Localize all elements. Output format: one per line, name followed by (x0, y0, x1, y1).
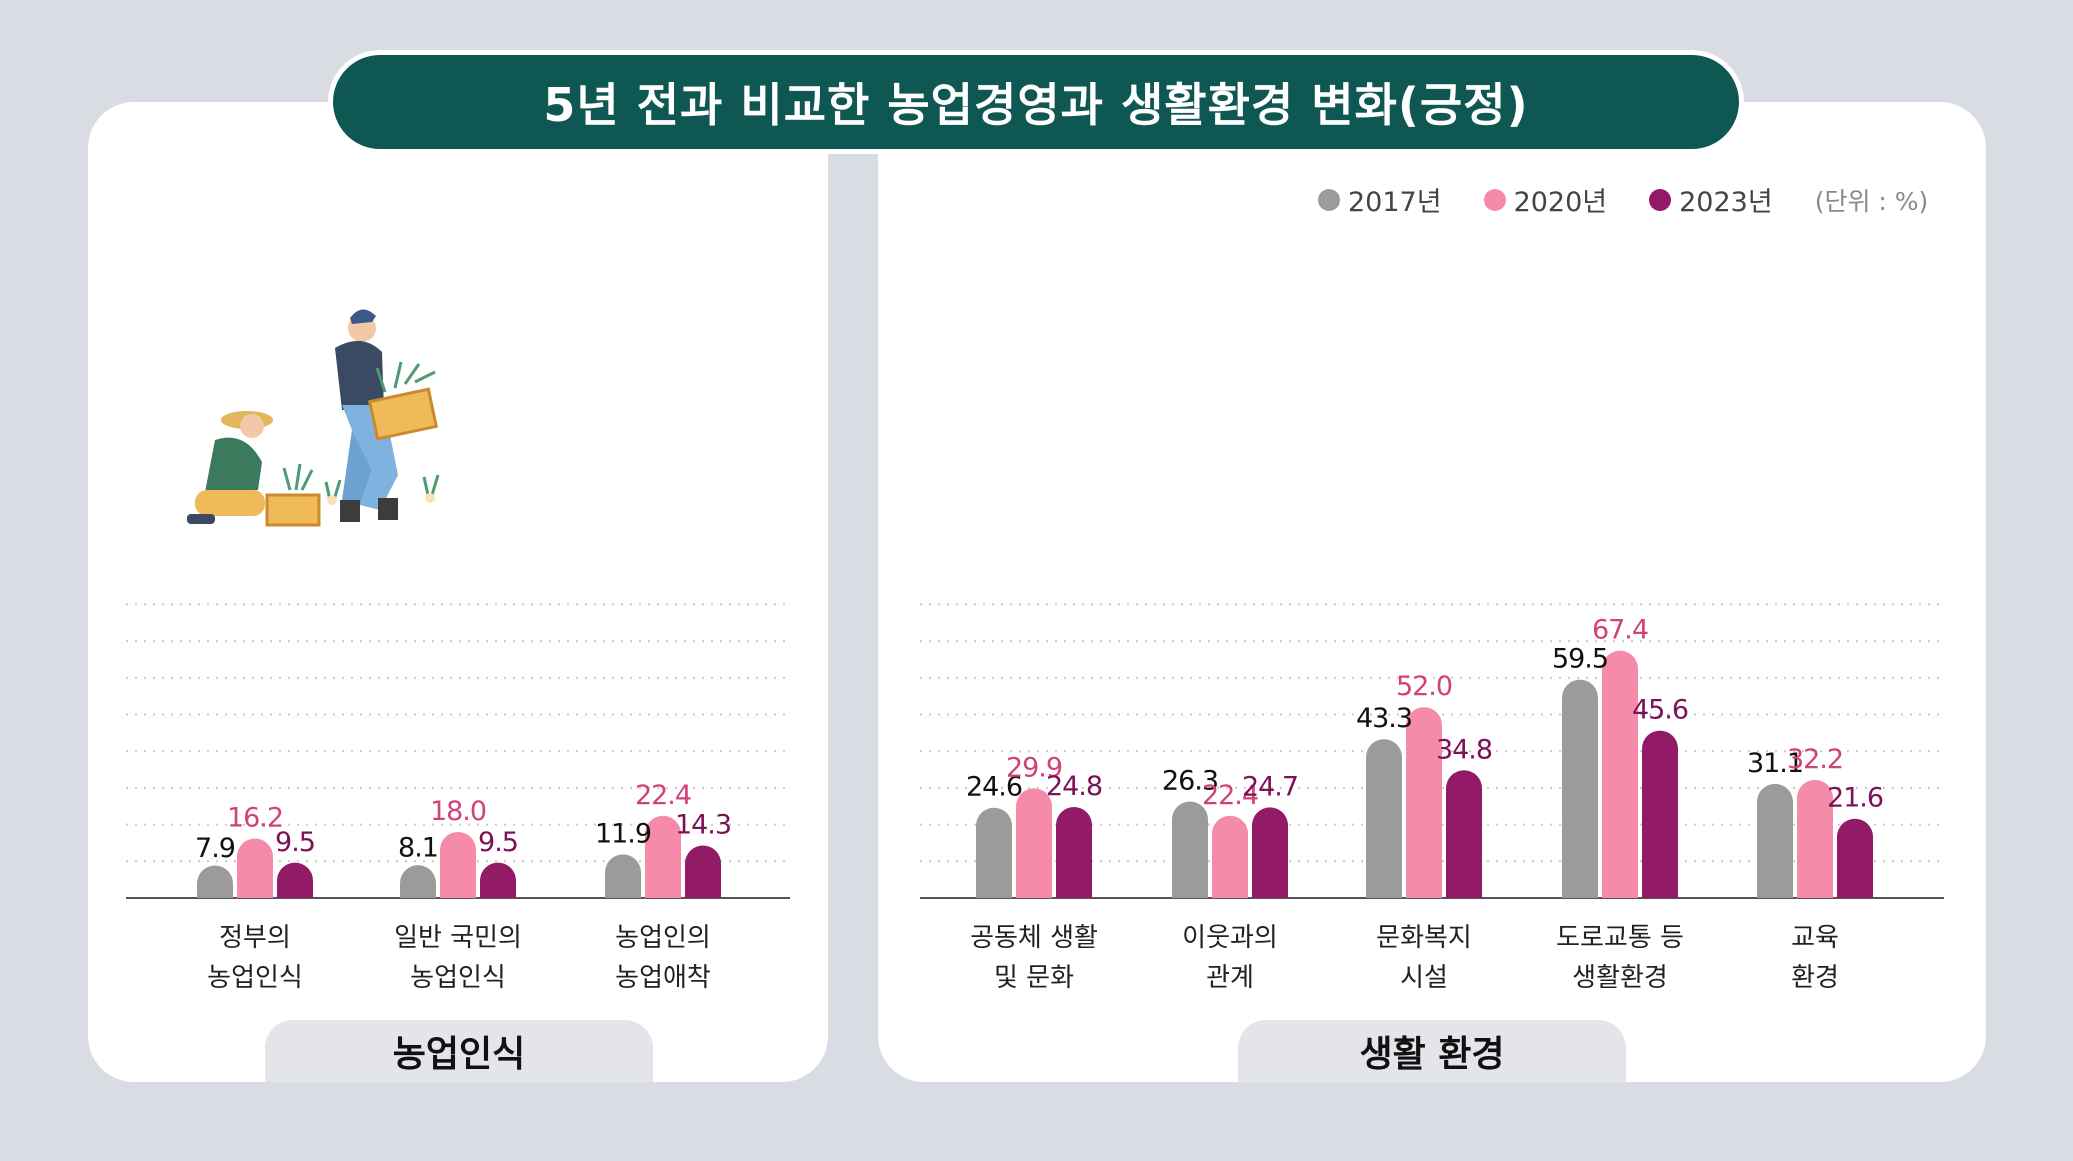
bar-2023 (1056, 806, 1092, 898)
category-label: 교육 (1791, 923, 1839, 953)
bar-2023 (1252, 807, 1288, 898)
category-label: 농업인의 (615, 923, 711, 953)
bar-2017 (605, 854, 641, 898)
living-environment-panel (878, 102, 1986, 1082)
category-label: 및 문화 (994, 963, 1074, 993)
category-label: 이웃과의 (1182, 923, 1278, 953)
value-label-2023: 14.3 (675, 810, 731, 841)
legend-label-2023: 2023년 (1679, 187, 1773, 218)
bar-2020 (440, 831, 476, 898)
category-label: 도로교통 등 (1556, 923, 1684, 953)
legend-swatch-2023 (1649, 188, 1672, 211)
category-label: 농업인식 (410, 963, 506, 993)
value-label-2023: 21.6 (1827, 783, 1883, 814)
category-label: 공동체 생활 (970, 923, 1098, 953)
bar-2017 (976, 807, 1012, 898)
value-label-2020: 29.9 (1006, 752, 1062, 783)
bar-2017 (1366, 739, 1402, 898)
bar-2023 (1642, 730, 1678, 898)
living-environment-tab: 생활 환경 (1238, 1020, 1626, 1082)
value-label-2017: 24.6 (966, 772, 1022, 803)
page-title: 5년 전과 비교한 농업경영과 생활환경 변화(긍정) (328, 50, 1744, 154)
bar-2017 (1757, 783, 1793, 898)
bar-2023 (480, 862, 516, 898)
value-label-2023: 9.5 (275, 827, 315, 858)
unit-label: (단위 : %) (1814, 186, 1929, 216)
legend-label-2017: 2017년 (1348, 187, 1442, 218)
legend-swatch-2017 (1318, 188, 1340, 211)
bar-2023 (277, 862, 313, 898)
value-label-2020: 16.2 (227, 803, 283, 834)
value-label-2020: 22.4 (1202, 780, 1258, 811)
category-label: 정부의 (219, 923, 291, 953)
bar-2017 (1562, 679, 1598, 898)
bar-2017 (1172, 801, 1208, 898)
value-label-2023: 45.6 (1632, 695, 1688, 726)
bar-2020 (1212, 815, 1248, 898)
category-label: 시설 (1400, 963, 1448, 993)
category-label: 농업인식 (207, 963, 303, 993)
value-label-2017: 43.3 (1356, 703, 1412, 734)
bar-2020 (1602, 650, 1638, 898)
value-label-2020: 32.2 (1787, 744, 1843, 775)
legend: 2017년 2020년 2023년 (단위 : %) (1318, 180, 1928, 219)
category-label: 환경 (1791, 963, 1839, 993)
category-label: 농업애착 (615, 963, 711, 993)
legend-item-2020: 2020년 (1483, 180, 1608, 219)
value-label-2020: 52.0 (1396, 671, 1452, 702)
value-label-2017: 31.1 (1747, 748, 1803, 779)
category-label: 문화복지 (1376, 923, 1472, 953)
value-label-2020: 18.0 (430, 796, 486, 827)
agri-perception-tab: 농업인식 (265, 1020, 653, 1082)
value-label-2020: 67.4 (1592, 615, 1648, 646)
value-label-2023: 9.5 (478, 827, 518, 858)
bar-2017 (197, 865, 233, 898)
value-label-2017: 7.9 (195, 833, 235, 864)
category-label: 관계 (1206, 963, 1254, 993)
bar-2017 (400, 865, 436, 898)
bar-2020 (1016, 788, 1052, 898)
bar-2020 (237, 838, 273, 898)
value-label-2023: 24.8 (1046, 771, 1102, 802)
value-label-2017: 11.9 (595, 818, 651, 849)
category-label: 생활환경 (1572, 963, 1668, 993)
value-label-2023: 24.7 (1242, 771, 1298, 802)
value-label-2017: 8.1 (398, 832, 438, 863)
bar-2020 (645, 815, 681, 898)
value-label-2023: 34.8 (1436, 734, 1492, 765)
bar-2023 (1446, 770, 1482, 898)
agri-perception-panel (88, 102, 828, 1082)
value-label-2017: 59.5 (1552, 644, 1608, 675)
legend-swatch-2020 (1483, 188, 1506, 211)
value-label-2020: 22.4 (635, 780, 691, 811)
bar-2023 (685, 845, 721, 898)
category-label: 일반 국민의 (394, 923, 522, 953)
farmers-illustration (187, 309, 440, 527)
legend-label-2020: 2020년 (1513, 187, 1608, 218)
value-label-2017: 26.3 (1162, 765, 1218, 796)
legend-item-2023: 2023년 (1649, 180, 1773, 219)
bar-2020 (1406, 707, 1442, 898)
bar-2023 (1837, 818, 1873, 898)
legend-item-2017: 2017년 (1318, 180, 1442, 219)
bar-2020 (1797, 779, 1833, 898)
